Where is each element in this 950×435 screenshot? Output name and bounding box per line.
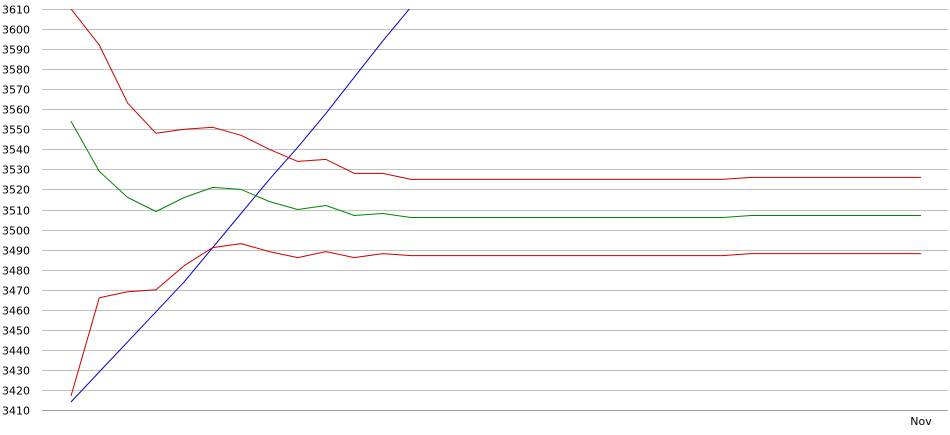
series-line-4 xyxy=(70,243,921,397)
y-tick-label: 3490 xyxy=(2,245,30,258)
y-tick-label: 3520 xyxy=(2,184,30,197)
y-tick-label: 3470 xyxy=(2,285,30,298)
y-tick-label: 3530 xyxy=(2,164,30,177)
y-tick-label: 3480 xyxy=(2,265,30,278)
x-tick-label: Nov xyxy=(910,415,932,428)
y-tick-label: 3510 xyxy=(2,205,30,218)
y-tick-label: 3600 xyxy=(2,24,30,37)
series-line-2 xyxy=(70,9,921,180)
y-tick-label: 3430 xyxy=(2,365,30,378)
y-tick-label: 3410 xyxy=(2,405,30,418)
series-lines xyxy=(70,9,921,403)
y-tick-label: 3500 xyxy=(2,225,30,238)
x-axis: Nov xyxy=(42,410,948,428)
y-tick-label: 3440 xyxy=(2,345,30,358)
y-tick-label: 3540 xyxy=(2,144,30,157)
y-tick-label: 3560 xyxy=(2,104,30,117)
y-tick-label: 3610 xyxy=(2,4,30,17)
y-tick-label: 3420 xyxy=(2,385,30,398)
series-line-3 xyxy=(70,121,921,218)
y-tick-label: 3550 xyxy=(2,124,30,137)
y-tick-label: 3460 xyxy=(2,305,30,318)
y-tick-label: 3580 xyxy=(2,64,30,77)
y-tick-label: 3570 xyxy=(2,84,30,97)
gridlines xyxy=(42,9,948,411)
y-axis-tick-labels: 3410 3420 3430 3440 3450 3460 3470 3480 3490 3500… xyxy=(2,4,30,418)
y-tick-label: 3450 xyxy=(2,325,30,338)
y-tick-label: 3590 xyxy=(2,44,30,57)
series-line-1 xyxy=(70,9,410,403)
